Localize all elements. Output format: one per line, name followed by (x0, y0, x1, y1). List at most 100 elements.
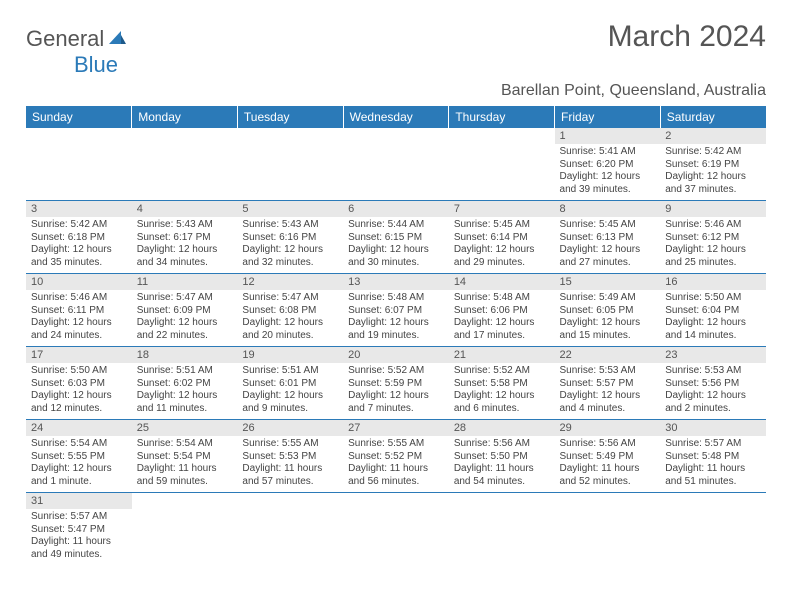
day-number (660, 493, 766, 509)
day-number: 9 (660, 201, 766, 217)
day-detail-text: Sunrise: 5:46 AMSunset: 6:11 PMDaylight:… (26, 290, 132, 346)
day-number (449, 493, 555, 509)
day-number: 14 (449, 274, 555, 290)
calendar-cell (449, 493, 555, 566)
calendar-week-row: 24Sunrise: 5:54 AMSunset: 5:55 PMDayligh… (26, 420, 766, 493)
day-detail-text: Sunrise: 5:48 AMSunset: 6:07 PMDaylight:… (343, 290, 449, 346)
day-number (26, 128, 132, 144)
calendar-cell: 4Sunrise: 5:43 AMSunset: 6:17 PMDaylight… (132, 201, 238, 274)
day-number: 22 (555, 347, 661, 363)
calendar-cell (660, 493, 766, 566)
day-number: 15 (555, 274, 661, 290)
calendar-cell (555, 493, 661, 566)
day-header: Wednesday (343, 106, 449, 128)
day-number: 3 (26, 201, 132, 217)
day-detail-text: Sunrise: 5:45 AMSunset: 6:13 PMDaylight:… (555, 217, 661, 273)
day-number: 29 (555, 420, 661, 436)
logo-text-a: General (26, 26, 104, 51)
calendar-cell: 27Sunrise: 5:55 AMSunset: 5:52 PMDayligh… (343, 420, 449, 493)
day-number: 25 (132, 420, 238, 436)
location-text: Barellan Point, Queensland, Australia (26, 82, 766, 100)
calendar-cell: 17Sunrise: 5:50 AMSunset: 6:03 PMDayligh… (26, 347, 132, 420)
calendar-cell: 18Sunrise: 5:51 AMSunset: 6:02 PMDayligh… (132, 347, 238, 420)
calendar-cell: 10Sunrise: 5:46 AMSunset: 6:11 PMDayligh… (26, 274, 132, 347)
calendar-week-row: 31Sunrise: 5:57 AMSunset: 5:47 PMDayligh… (26, 493, 766, 566)
calendar-cell: 12Sunrise: 5:47 AMSunset: 6:08 PMDayligh… (237, 274, 343, 347)
calendar-cell (237, 493, 343, 566)
day-number: 21 (449, 347, 555, 363)
day-detail-text: Sunrise: 5:57 AMSunset: 5:47 PMDaylight:… (26, 509, 132, 565)
day-detail-text: Sunrise: 5:41 AMSunset: 6:20 PMDaylight:… (555, 144, 661, 200)
day-detail-text: Sunrise: 5:44 AMSunset: 6:15 PMDaylight:… (343, 217, 449, 273)
logo: General Blue (26, 26, 127, 78)
day-detail-text: Sunrise: 5:52 AMSunset: 5:58 PMDaylight:… (449, 363, 555, 419)
calendar-cell: 5Sunrise: 5:43 AMSunset: 6:16 PMDaylight… (237, 201, 343, 274)
calendar-table: Sunday Monday Tuesday Wednesday Thursday… (26, 106, 766, 565)
day-number (237, 493, 343, 509)
day-number: 5 (237, 201, 343, 217)
calendar-cell: 22Sunrise: 5:53 AMSunset: 5:57 PMDayligh… (555, 347, 661, 420)
day-number: 6 (343, 201, 449, 217)
calendar-cell: 26Sunrise: 5:55 AMSunset: 5:53 PMDayligh… (237, 420, 343, 493)
day-number (132, 493, 238, 509)
day-detail-text: Sunrise: 5:42 AMSunset: 6:19 PMDaylight:… (660, 144, 766, 200)
day-number (343, 128, 449, 144)
calendar-cell: 3Sunrise: 5:42 AMSunset: 6:18 PMDaylight… (26, 201, 132, 274)
day-detail-text: Sunrise: 5:57 AMSunset: 5:48 PMDaylight:… (660, 436, 766, 492)
calendar-cell: 21Sunrise: 5:52 AMSunset: 5:58 PMDayligh… (449, 347, 555, 420)
calendar-week-row: 17Sunrise: 5:50 AMSunset: 6:03 PMDayligh… (26, 347, 766, 420)
day-detail-text: Sunrise: 5:53 AMSunset: 5:56 PMDaylight:… (660, 363, 766, 419)
day-number: 20 (343, 347, 449, 363)
day-header: Saturday (660, 106, 766, 128)
calendar-cell: 25Sunrise: 5:54 AMSunset: 5:54 PMDayligh… (132, 420, 238, 493)
day-number: 13 (343, 274, 449, 290)
calendar-cell: 16Sunrise: 5:50 AMSunset: 6:04 PMDayligh… (660, 274, 766, 347)
day-number: 11 (132, 274, 238, 290)
day-detail-text: Sunrise: 5:45 AMSunset: 6:14 PMDaylight:… (449, 217, 555, 273)
day-number: 4 (132, 201, 238, 217)
day-detail-text: Sunrise: 5:43 AMSunset: 6:16 PMDaylight:… (237, 217, 343, 273)
day-number: 30 (660, 420, 766, 436)
day-detail-text: Sunrise: 5:54 AMSunset: 5:55 PMDaylight:… (26, 436, 132, 492)
calendar-cell: 6Sunrise: 5:44 AMSunset: 6:15 PMDaylight… (343, 201, 449, 274)
calendar-cell (132, 128, 238, 201)
day-header: Friday (555, 106, 661, 128)
day-detail-text: Sunrise: 5:55 AMSunset: 5:52 PMDaylight:… (343, 436, 449, 492)
calendar-header-row: Sunday Monday Tuesday Wednesday Thursday… (26, 106, 766, 128)
calendar-cell (449, 128, 555, 201)
day-number: 23 (660, 347, 766, 363)
day-detail-text: Sunrise: 5:56 AMSunset: 5:49 PMDaylight:… (555, 436, 661, 492)
calendar-cell: 23Sunrise: 5:53 AMSunset: 5:56 PMDayligh… (660, 347, 766, 420)
calendar-cell: 14Sunrise: 5:48 AMSunset: 6:06 PMDayligh… (449, 274, 555, 347)
day-detail-text: Sunrise: 5:55 AMSunset: 5:53 PMDaylight:… (237, 436, 343, 492)
day-detail-text: Sunrise: 5:52 AMSunset: 5:59 PMDaylight:… (343, 363, 449, 419)
calendar-cell: 28Sunrise: 5:56 AMSunset: 5:50 PMDayligh… (449, 420, 555, 493)
day-header: Thursday (449, 106, 555, 128)
day-number (343, 493, 449, 509)
calendar-cell: 11Sunrise: 5:47 AMSunset: 6:09 PMDayligh… (132, 274, 238, 347)
day-detail-text: Sunrise: 5:49 AMSunset: 6:05 PMDaylight:… (555, 290, 661, 346)
day-detail-text: Sunrise: 5:48 AMSunset: 6:06 PMDaylight:… (449, 290, 555, 346)
calendar-cell (26, 128, 132, 201)
calendar-cell: 19Sunrise: 5:51 AMSunset: 6:01 PMDayligh… (237, 347, 343, 420)
day-number: 26 (237, 420, 343, 436)
calendar-cell (237, 128, 343, 201)
day-number: 28 (449, 420, 555, 436)
day-number: 18 (132, 347, 238, 363)
calendar-week-row: 10Sunrise: 5:46 AMSunset: 6:11 PMDayligh… (26, 274, 766, 347)
calendar-cell (132, 493, 238, 566)
day-number: 12 (237, 274, 343, 290)
day-header: Sunday (26, 106, 132, 128)
day-detail-text: Sunrise: 5:46 AMSunset: 6:12 PMDaylight:… (660, 217, 766, 273)
day-header: Tuesday (237, 106, 343, 128)
day-detail-text: Sunrise: 5:53 AMSunset: 5:57 PMDaylight:… (555, 363, 661, 419)
day-number: 24 (26, 420, 132, 436)
day-detail-text: Sunrise: 5:54 AMSunset: 5:54 PMDaylight:… (132, 436, 238, 492)
calendar-cell: 15Sunrise: 5:49 AMSunset: 6:05 PMDayligh… (555, 274, 661, 347)
day-number: 19 (237, 347, 343, 363)
calendar-cell: 20Sunrise: 5:52 AMSunset: 5:59 PMDayligh… (343, 347, 449, 420)
calendar-cell: 2Sunrise: 5:42 AMSunset: 6:19 PMDaylight… (660, 128, 766, 201)
calendar-cell: 8Sunrise: 5:45 AMSunset: 6:13 PMDaylight… (555, 201, 661, 274)
calendar-week-row: 1Sunrise: 5:41 AMSunset: 6:20 PMDaylight… (26, 128, 766, 201)
day-detail-text: Sunrise: 5:43 AMSunset: 6:17 PMDaylight:… (132, 217, 238, 273)
